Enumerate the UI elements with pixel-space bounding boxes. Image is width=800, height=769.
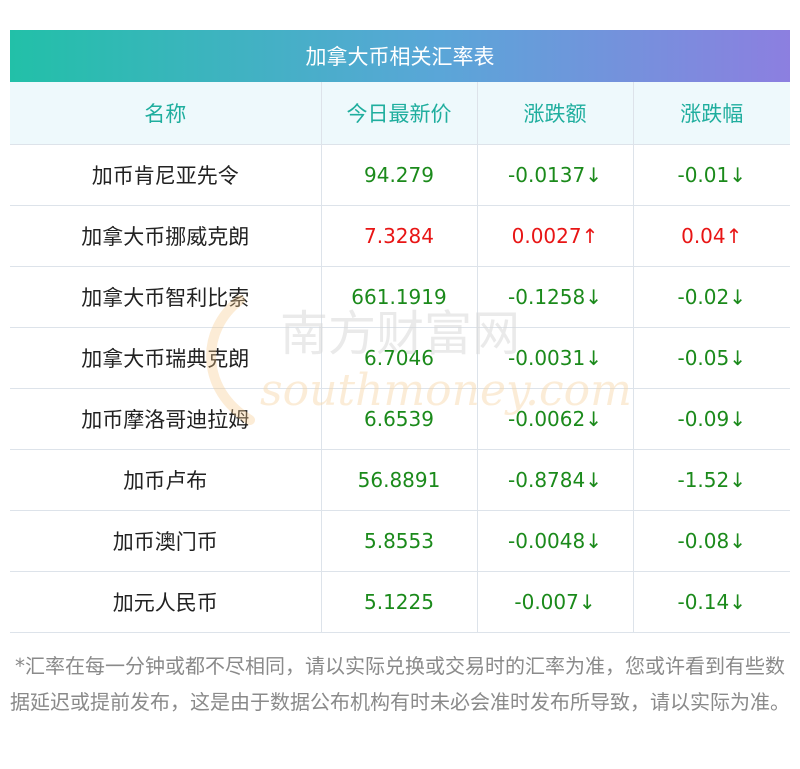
currency-name: 加币摩洛哥迪拉姆 [10,388,322,450]
currency-name: 加币肯尼亚先令 [10,144,322,206]
latest-price: 56.8891 [321,449,478,511]
latest-price: 661.1919 [321,266,478,328]
latest-price: 7.3284 [321,205,478,267]
exchange-rate-table-panel: 加拿大币相关汇率表 名称 今日最新价 涨跌额 涨跌幅 加币肯尼亚先令 94.27… [10,30,790,633]
currency-name: 加币卢布 [10,449,322,511]
table-header-row: 名称 今日最新价 涨跌额 涨跌幅 [10,82,790,145]
header-change: 涨跌额 [477,82,634,145]
currency-name: 加拿大币瑞典克朗 [10,327,322,389]
change-amount: -0.0137↓ [477,144,634,206]
header-change-percent: 涨跌幅 [633,82,790,145]
table-row: 加币澳门币 5.8553 -0.0048↓ -0.08↓ [10,510,790,572]
table-row: 加币卢布 56.8891 -0.8784↓ -1.52↓ [10,449,790,511]
exchange-rate-table: 名称 今日最新价 涨跌额 涨跌幅 加币肯尼亚先令 94.279 -0.0137↓… [10,82,790,633]
latest-price: 94.279 [321,144,478,206]
change-percent: -0.05↓ [633,327,790,389]
disclaimer-note: *汇率在每一分钟或都不尽相同，请以实际兑换或交易时的汇率为准，您或许看到有些数据… [10,654,790,714]
currency-name: 加拿大币智利比索 [10,266,322,328]
change-amount: -0.0062↓ [477,388,634,450]
header-name: 名称 [10,82,322,145]
currency-name: 加元人民币 [10,571,322,633]
change-amount: -0.0031↓ [477,327,634,389]
change-percent: -0.08↓ [633,510,790,572]
change-amount: -0.8784↓ [477,449,634,511]
table-row: 加拿大币智利比索 661.1919 -0.1258↓ -0.02↓ [10,266,790,328]
table-row: 加拿大币瑞典克朗 6.7046 -0.0031↓ -0.05↓ [10,327,790,389]
change-amount: -0.1258↓ [477,266,634,328]
table-row: 加币肯尼亚先令 94.279 -0.0137↓ -0.01↓ [10,144,790,206]
change-percent: -1.52↓ [633,449,790,511]
change-percent: -0.02↓ [633,266,790,328]
change-percent: -0.01↓ [633,144,790,206]
latest-price: 5.8553 [321,510,478,572]
change-amount: -0.007↓ [477,571,634,633]
table-row: 加拿大币挪威克朗 7.3284 0.0027↑ 0.04↑ [10,205,790,267]
latest-price: 6.6539 [321,388,478,450]
currency-name: 加币澳门币 [10,510,322,572]
latest-price: 5.1225 [321,571,478,633]
change-percent: -0.14↓ [633,571,790,633]
change-percent: 0.04↑ [633,205,790,267]
currency-name: 加拿大币挪威克朗 [10,205,322,267]
latest-price: 6.7046 [321,327,478,389]
change-amount: -0.0048↓ [477,510,634,572]
table-row: 加币摩洛哥迪拉姆 6.6539 -0.0062↓ -0.09↓ [10,388,790,450]
change-percent: -0.09↓ [633,388,790,450]
table-title: 加拿大币相关汇率表 [10,30,790,82]
change-amount: 0.0027↑ [477,205,634,267]
header-price: 今日最新价 [321,82,478,145]
table-row: 加元人民币 5.1225 -0.007↓ -0.14↓ [10,571,790,633]
